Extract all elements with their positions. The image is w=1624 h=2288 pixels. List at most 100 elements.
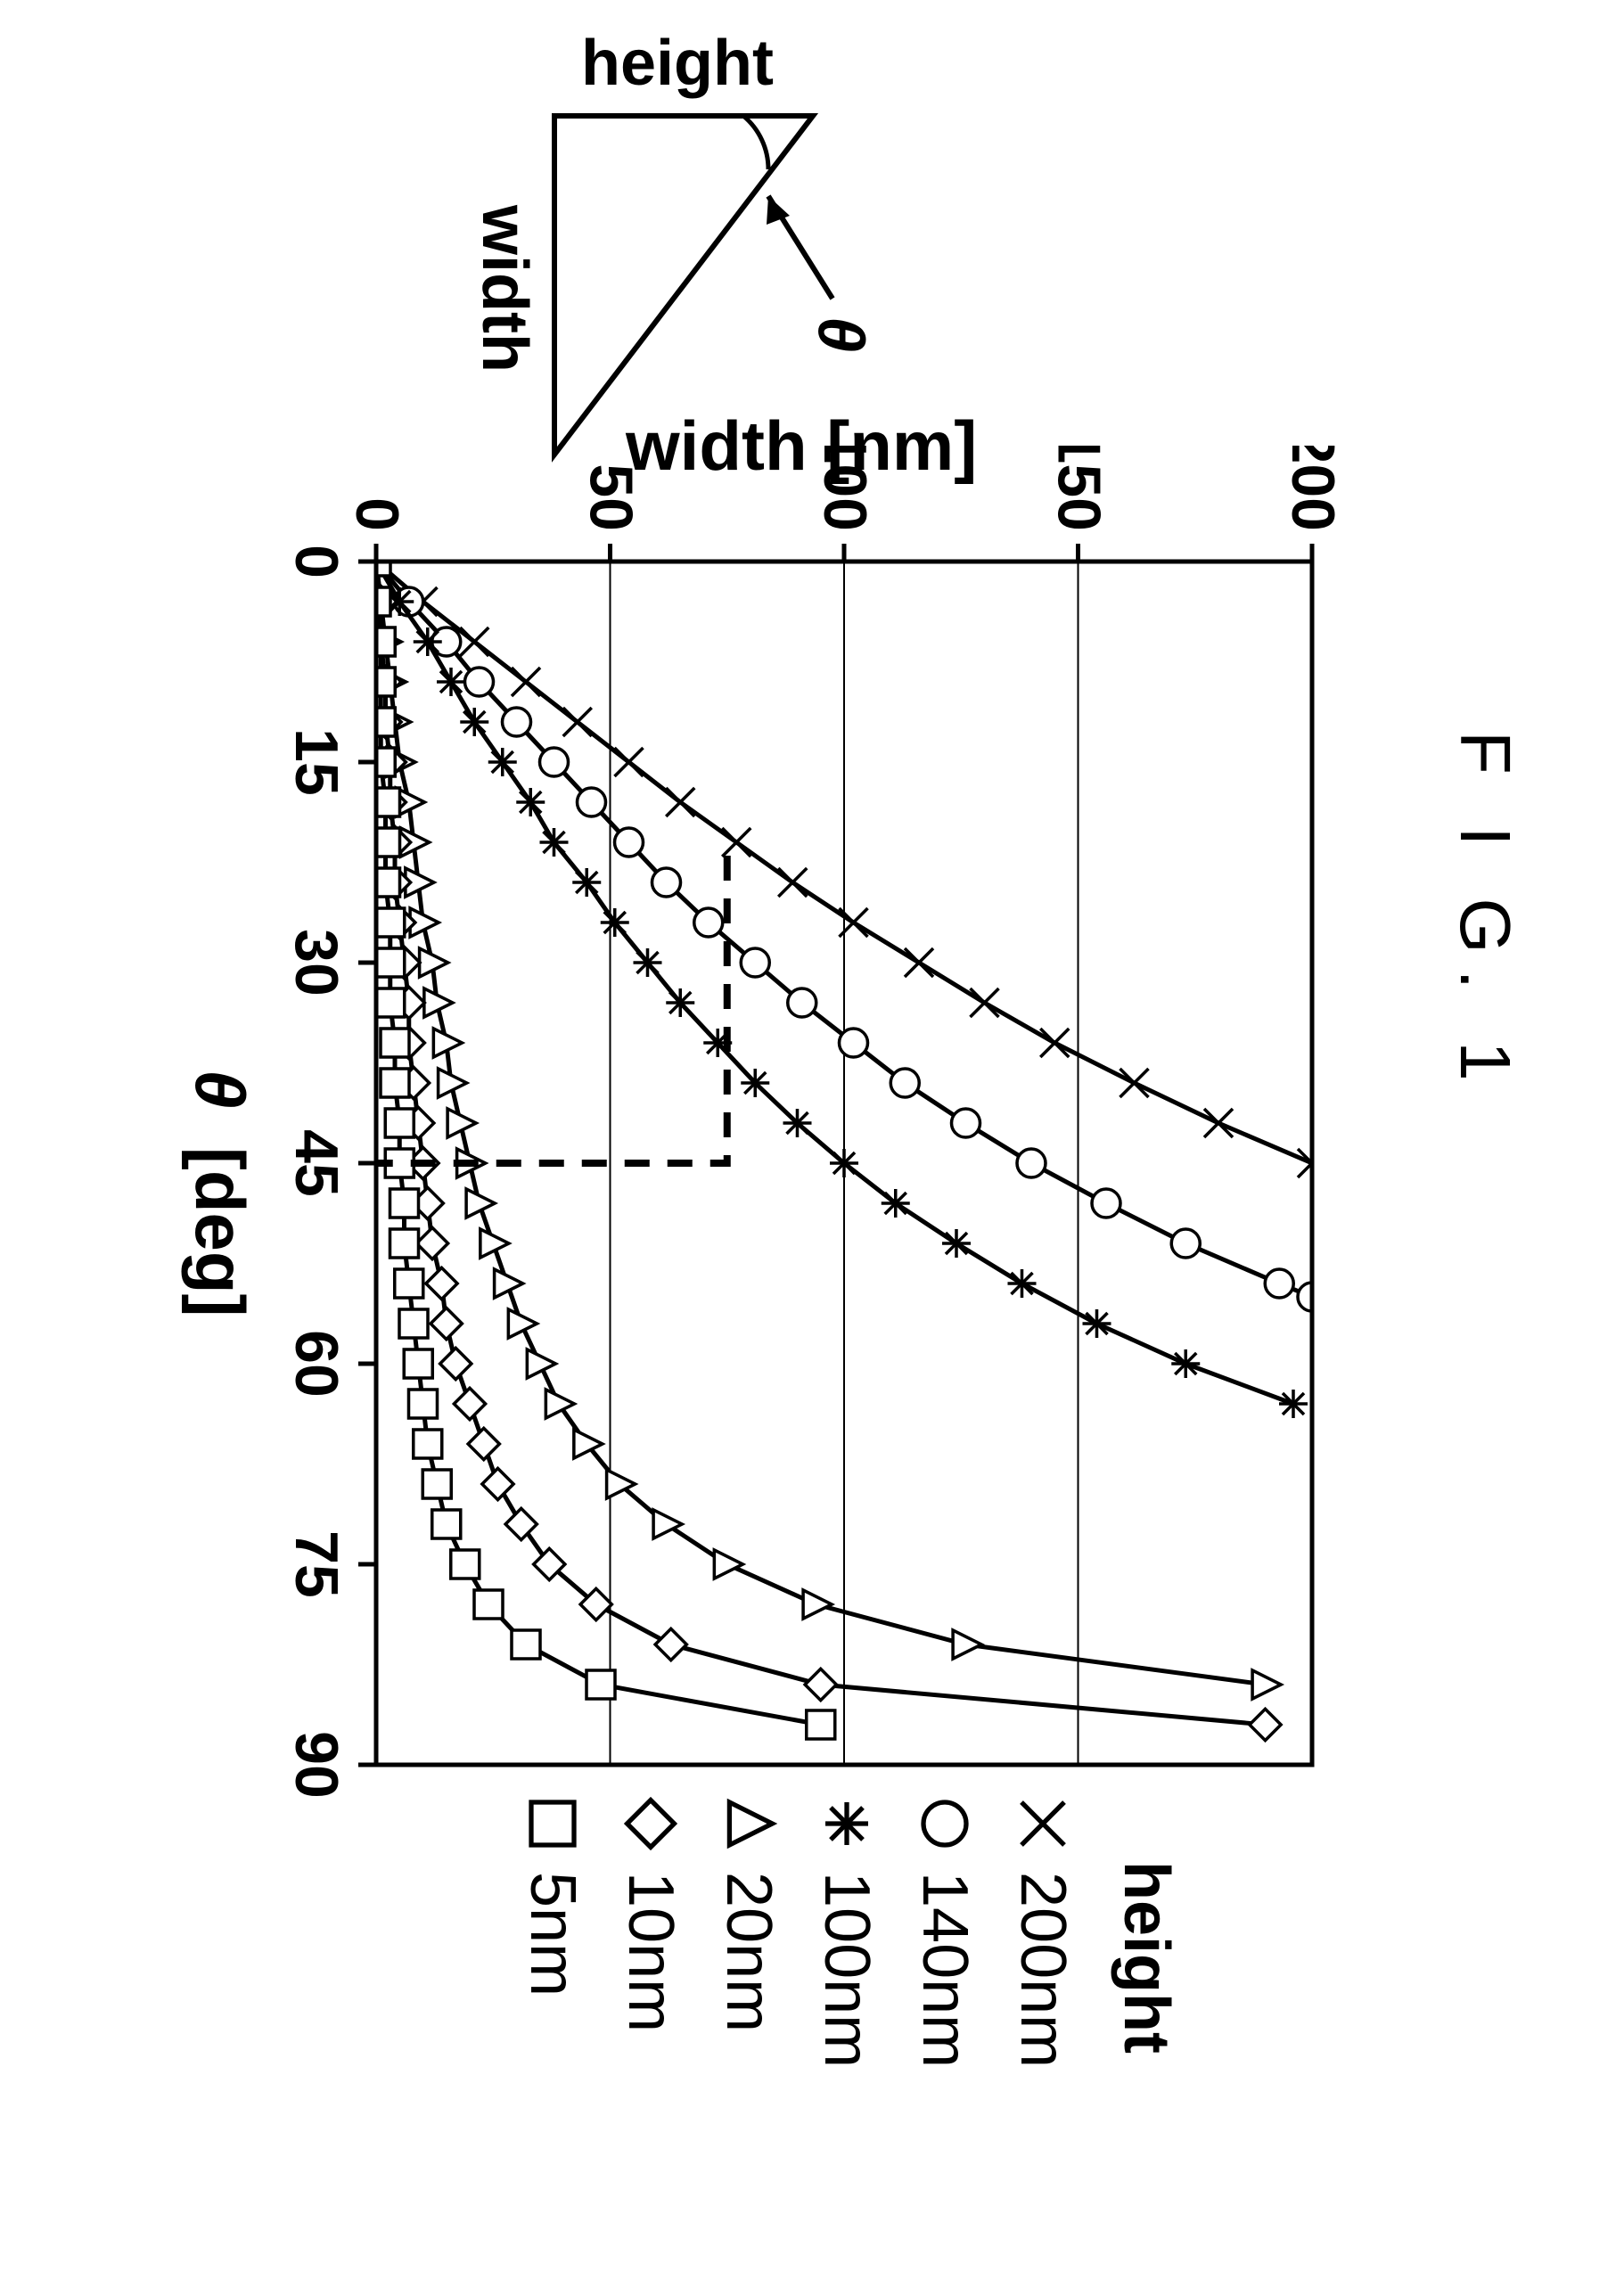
marker-o-icon <box>1171 1229 1200 1258</box>
marker-square-icon <box>381 1029 409 1057</box>
x-tick-label: 90 <box>283 1731 350 1799</box>
marker-square-icon <box>390 1189 419 1218</box>
legend: height 200nm 140nm 100nm 20nm 10nm 5nm <box>491 1792 1183 2068</box>
marker-o-icon <box>540 748 569 776</box>
marker-square-icon <box>366 627 395 656</box>
legend-marker-o-icon <box>913 1792 977 1856</box>
marker-star-icon <box>1008 1269 1037 1298</box>
marker-o-icon <box>840 1029 868 1057</box>
marker-square-icon <box>376 988 405 1017</box>
marker-square-icon <box>366 668 395 696</box>
marker-square-icon <box>381 1069 409 1097</box>
marker-star-icon <box>1171 1349 1200 1378</box>
legend-row: 20nm <box>712 1792 785 2068</box>
x-tick-label: 60 <box>283 1330 350 1398</box>
marker-square-icon <box>385 1109 414 1137</box>
legend-label: 100nm <box>810 1872 883 2068</box>
legend-row: 100nm <box>810 1792 883 2068</box>
marker-star-icon <box>437 668 465 696</box>
marker-square-icon <box>376 948 405 977</box>
marker-o-icon <box>694 908 723 937</box>
marker-star-icon <box>601 908 629 937</box>
legend-label: 5nm <box>516 1872 589 1997</box>
marker-star-icon <box>634 948 662 977</box>
landscape-canvas: F I G. 1 θ height width 01530456075 <box>0 0 1624 2288</box>
legend-label: 10nm <box>614 1872 687 2032</box>
marker-square-icon <box>512 1630 540 1659</box>
x-tick-label: 15 <box>283 728 350 796</box>
chart: 0153045607590050100150200 <box>376 562 1312 1765</box>
x-axis-unit: [deg] <box>181 1147 259 1317</box>
legend-title: height <box>1110 1861 1183 2068</box>
y-tick-label: 150 <box>1046 446 1113 531</box>
marker-square-icon <box>404 1349 432 1378</box>
marker-square-icon <box>432 1510 461 1538</box>
marker-o-icon <box>465 668 494 696</box>
marker-o-icon <box>1017 1149 1046 1177</box>
legend-marker-triangle-icon <box>717 1792 781 1856</box>
marker-star-icon <box>1279 1390 1308 1418</box>
legend-row: 10nm <box>614 1792 687 2068</box>
inset-height-label: height <box>581 27 774 100</box>
x-axis-theta: θ <box>181 1070 259 1109</box>
marker-star-icon <box>572 868 601 897</box>
legend-label: 140nm <box>908 1872 981 2068</box>
legend-marker-star-icon <box>815 1792 879 1856</box>
marker-square-icon <box>376 908 405 937</box>
page: F I G. 1 θ height width 01530456075 <box>0 0 1624 2288</box>
marker-o-icon <box>503 708 531 736</box>
legend-marker-x-icon <box>1011 1792 1075 1856</box>
marker-square-icon <box>414 1430 442 1458</box>
x-tick-label: 45 <box>283 1129 350 1197</box>
inset-theta-label: θ <box>804 316 877 352</box>
x-tick-label: 30 <box>283 929 350 996</box>
legend-marker-square-icon <box>521 1792 585 1856</box>
marker-star-icon <box>414 627 442 656</box>
marker-square-icon <box>390 1229 419 1258</box>
marker-square-icon <box>399 1309 428 1338</box>
y-axis-label: width [nm] <box>626 406 977 487</box>
marker-star-icon <box>540 828 569 857</box>
marker-square-icon <box>807 1710 835 1739</box>
marker-square-icon <box>395 1269 423 1298</box>
marker-square-icon <box>451 1550 480 1579</box>
legend-row: 5nm <box>516 1792 589 2068</box>
marker-star-icon <box>741 1069 769 1097</box>
marker-star-icon <box>460 708 488 736</box>
marker-o-icon <box>578 788 606 816</box>
marker-o-icon <box>952 1109 980 1137</box>
marker-star-icon <box>666 988 694 1017</box>
legend-marker-diamond-icon <box>619 1792 683 1856</box>
marker-star-icon <box>1083 1309 1111 1338</box>
chart-svg: 0153045607590050100150200 <box>251 446 1374 1890</box>
marker-star-icon <box>830 1149 858 1177</box>
marker-square-icon <box>474 1590 503 1619</box>
marker-square-icon <box>409 1390 438 1418</box>
marker-star-icon <box>942 1229 971 1258</box>
marker-square-icon <box>586 1670 615 1699</box>
marker-star-icon <box>882 1189 910 1218</box>
x-tick-label: 0 <box>283 545 350 578</box>
legend-label: 200nm <box>1006 1872 1079 2068</box>
marker-o-icon <box>615 828 644 857</box>
marker-star-icon <box>783 1109 812 1137</box>
x-axis-label: θ [deg] <box>179 1070 260 1316</box>
rotated-canvas: F I G. 1 θ height width 01530456075 <box>0 0 1624 2288</box>
marker-o-icon <box>788 988 816 1017</box>
marker-o-icon <box>1092 1189 1120 1218</box>
legend-label: 20nm <box>712 1872 785 2032</box>
marker-o-icon <box>652 868 681 897</box>
marker-o-icon <box>741 948 769 977</box>
figure-title: F I G. 1 <box>1444 731 1526 1097</box>
y-tick-label: 200 <box>1279 446 1347 531</box>
marker-square-icon <box>422 1470 451 1498</box>
marker-star-icon <box>516 788 545 816</box>
marker-square-icon <box>366 708 395 736</box>
marker-o-icon <box>1265 1269 1293 1298</box>
x-tick-label: 75 <box>283 1530 350 1598</box>
legend-row: 200nm <box>1006 1792 1079 2068</box>
marker-star-icon <box>488 748 517 776</box>
y-tick-label: 0 <box>343 497 411 531</box>
legend-row: 140nm <box>908 1792 981 2068</box>
marker-o-icon <box>890 1069 919 1097</box>
